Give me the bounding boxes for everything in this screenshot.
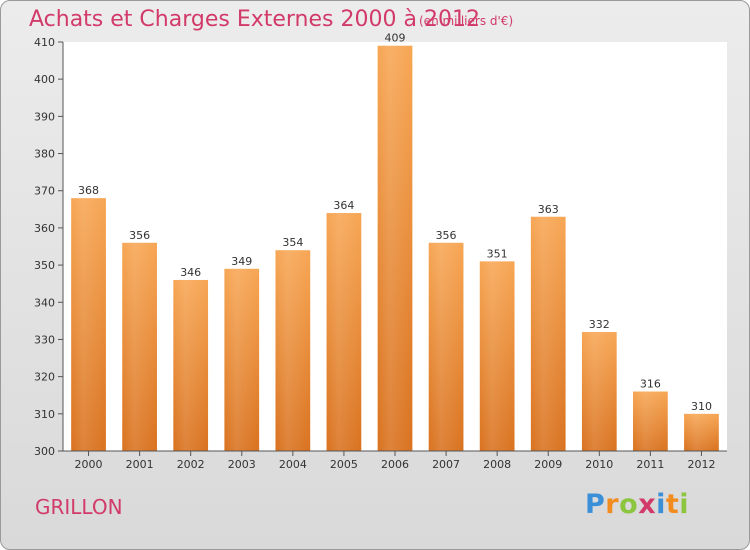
data-label: 356 bbox=[436, 229, 457, 242]
y-tick-label: 340 bbox=[34, 296, 55, 309]
data-label: 332 bbox=[589, 318, 610, 331]
bar-shine bbox=[581, 332, 617, 451]
data-label: 346 bbox=[180, 266, 201, 279]
data-label: 356 bbox=[129, 229, 150, 242]
x-tick-label: 2008 bbox=[483, 458, 511, 471]
x-tick-label: 2004 bbox=[279, 458, 307, 471]
bar-shine bbox=[326, 213, 362, 451]
bar-shine bbox=[684, 413, 719, 451]
y-tick-label: 320 bbox=[34, 371, 55, 384]
logo-letter: x bbox=[638, 489, 657, 520]
bar-shine bbox=[71, 198, 106, 451]
logo-letter: r bbox=[605, 489, 620, 520]
x-tick-label: 2012 bbox=[687, 458, 715, 471]
y-tick-label: 370 bbox=[34, 185, 55, 198]
x-tick-label: 2009 bbox=[534, 458, 562, 471]
proxiti-logo: Proxiti bbox=[585, 489, 689, 520]
y-tick-label: 300 bbox=[34, 445, 55, 458]
data-label: 310 bbox=[691, 400, 712, 413]
bar-shine bbox=[377, 45, 413, 452]
data-label: 368 bbox=[78, 184, 99, 197]
logo-letter: o bbox=[619, 489, 639, 520]
x-tick-label: 2011 bbox=[636, 458, 664, 471]
bar-shine bbox=[479, 261, 515, 451]
bar-shine bbox=[275, 250, 311, 451]
bar-shine bbox=[428, 242, 464, 451]
bar-shine bbox=[530, 216, 566, 451]
chart-title: Achats et Charges Externes 2000 à 2012 bbox=[29, 7, 480, 32]
bar-shine bbox=[633, 391, 668, 451]
x-tick-label: 2006 bbox=[381, 458, 409, 471]
data-label: 351 bbox=[487, 247, 508, 260]
logo-letter: i bbox=[679, 489, 690, 520]
y-tick-label: 310 bbox=[34, 408, 55, 421]
logo-letter: i bbox=[656, 489, 666, 520]
logo-letter: P bbox=[585, 489, 606, 520]
data-label: 409 bbox=[385, 32, 406, 45]
data-label: 363 bbox=[538, 203, 559, 216]
y-tick-label: 350 bbox=[34, 259, 55, 272]
x-tick-label: 2005 bbox=[330, 458, 358, 471]
data-label: 354 bbox=[282, 236, 303, 249]
y-tick-label: 410 bbox=[34, 36, 55, 49]
x-tick-label: 2007 bbox=[432, 458, 460, 471]
city-name: GRILLON bbox=[35, 495, 123, 519]
x-tick-label: 2001 bbox=[126, 458, 154, 471]
y-tick-label: 380 bbox=[34, 148, 55, 161]
x-tick-label: 2000 bbox=[75, 458, 103, 471]
logo-letter: t bbox=[665, 489, 680, 520]
data-label: 364 bbox=[333, 199, 354, 212]
x-tick-label: 2003 bbox=[228, 458, 256, 471]
y-tick-label: 400 bbox=[34, 73, 55, 86]
x-tick-label: 2002 bbox=[177, 458, 205, 471]
y-tick-label: 390 bbox=[34, 110, 55, 123]
y-tick-label: 330 bbox=[34, 333, 55, 346]
bar-shine bbox=[173, 279, 209, 451]
data-label: 349 bbox=[231, 255, 252, 268]
y-tick-label: 360 bbox=[34, 222, 55, 235]
chart-subtitle: (en milliers d'€) bbox=[419, 14, 514, 28]
data-label: 316 bbox=[640, 378, 661, 391]
bar-shine bbox=[122, 242, 157, 451]
x-tick-label: 2010 bbox=[585, 458, 613, 471]
bar-shine bbox=[224, 268, 260, 451]
